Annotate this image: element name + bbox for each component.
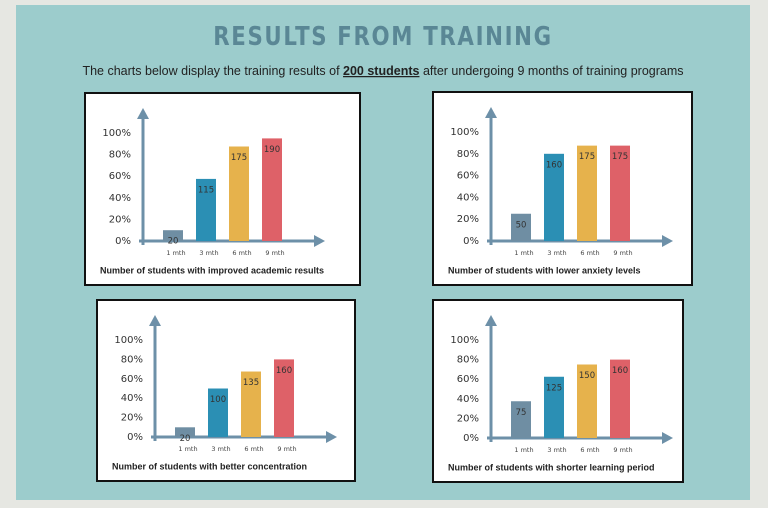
bar [577, 145, 597, 241]
value-label: 190 [264, 145, 280, 155]
value-label: 75 [516, 408, 527, 418]
chart-caption: Number of students with shorter learning… [448, 462, 655, 472]
bar [241, 371, 261, 437]
bar [610, 145, 630, 241]
y-tick-label: 100% [450, 127, 479, 138]
bar [175, 427, 195, 437]
y-tick-label: 100% [102, 128, 131, 139]
y-tick-label: 0% [127, 432, 143, 443]
y-tick-label: 20% [457, 214, 479, 225]
value-label: 160 [276, 366, 292, 376]
value-label: 160 [612, 366, 628, 376]
x-tick-label: 6 mth [580, 446, 599, 454]
value-label: 20 [180, 434, 191, 444]
y-tick-label: 0% [115, 236, 131, 247]
bar [196, 178, 216, 241]
y-axis-arrow [149, 315, 161, 326]
x-axis-arrow [326, 431, 337, 443]
value-label: 135 [243, 378, 259, 388]
value-label: 175 [612, 152, 628, 162]
subtitle-emphasis: 200 students [343, 64, 419, 78]
x-tick-label: 3 mth [199, 249, 218, 257]
y-tick-label: 60% [457, 374, 479, 385]
y-tick-label: 60% [121, 374, 143, 385]
bar [610, 359, 630, 438]
value-label: 175 [579, 152, 595, 162]
value-label: 150 [579, 371, 595, 381]
x-tick-label: 9 mth [277, 445, 296, 453]
y-tick-label: 40% [457, 192, 479, 203]
x-tick-label: 9 mth [613, 446, 632, 454]
y-axis-arrow [485, 107, 497, 118]
y-axis-arrow [485, 315, 497, 326]
bar [274, 359, 294, 437]
x-tick-label: 3 mth [211, 445, 230, 453]
chart-panel: 0% 20% 40% 60% 80% 100% 50 1 mth 160 3 mth 175 6 mt… [432, 91, 693, 286]
bar [511, 213, 531, 241]
x-tick-label: 6 mth [580, 249, 599, 257]
bar [544, 376, 564, 438]
poster-title: RESULTS FROM TRAINING [213, 21, 553, 52]
x-tick-label: 3 mth [547, 249, 566, 257]
y-tick-label: 20% [457, 413, 479, 424]
y-tick-label: 0% [463, 433, 479, 444]
chart-panel: 0% 20% 40% 60% 80% 100% 20 1 mth 115 3 mth 175 6 mt… [84, 92, 361, 286]
panel-box [84, 92, 361, 286]
x-tick-label: 6 mth [232, 249, 251, 257]
chart-panel: 0% 20% 40% 60% 80% 100% 201 mth 100 3 mth 135 6 mt… [96, 299, 356, 482]
value-label: 50 [516, 220, 527, 230]
chart-caption: Number of students with improved academi… [100, 265, 324, 275]
subtitle-text: after undergoing 9 months of training pr… [423, 64, 684, 78]
x-tick-label: 3 mth [547, 446, 566, 454]
chart-caption: Number of students with better concentra… [112, 461, 307, 471]
x-axis-arrow [314, 235, 325, 247]
y-tick-label: 60% [109, 171, 131, 182]
y-tick-label: 20% [121, 413, 143, 424]
x-tick-label: 9 mth [265, 249, 284, 257]
x-tick-label: 1 mth [178, 445, 197, 453]
x-tick-label: 1 mth [514, 249, 533, 257]
y-axis-arrow [137, 108, 149, 119]
value-label: 115 [198, 185, 214, 195]
bar [577, 364, 597, 438]
y-tick-label: 100% [114, 335, 143, 346]
x-axis-arrow [662, 432, 673, 444]
subtitle: The charts below display the training re… [82, 64, 683, 78]
y-tick-label: 0% [463, 236, 479, 247]
bar [511, 401, 531, 438]
value-label: 125 [546, 383, 562, 393]
value-label: 175 [231, 153, 247, 163]
y-tick-label: 40% [109, 193, 131, 204]
y-tick-label: 100% [450, 335, 479, 346]
chart-caption: Number of students with lower anxiety le… [448, 265, 641, 275]
bar [208, 388, 228, 437]
x-tick-label: 6 mth [244, 445, 263, 453]
chart-panel: 0% 20% 40% 60% 80% 100% 75 1 mth 125 3 mth 150 6 mt… [432, 299, 684, 483]
x-tick-label: 9 mth [613, 249, 632, 257]
y-tick-label: 80% [457, 149, 479, 160]
subtitle-text: The charts below display the training re… [82, 64, 340, 78]
value-label: 160 [546, 160, 562, 170]
x-tick-label: 1 mth [166, 249, 185, 257]
y-tick-label: 40% [457, 394, 479, 405]
bar [229, 146, 249, 241]
x-tick-label: 1 mth [514, 446, 533, 454]
value-label: 100 [210, 395, 226, 405]
bar [163, 230, 183, 241]
bar [262, 138, 282, 241]
bar [544, 153, 564, 241]
y-tick-label: 80% [457, 355, 479, 366]
y-tick-label: 60% [457, 171, 479, 182]
y-tick-label: 40% [121, 393, 143, 404]
value-label: 20 [168, 237, 179, 247]
y-tick-label: 80% [121, 354, 143, 365]
y-tick-label: 80% [109, 150, 131, 161]
x-axis-arrow [662, 235, 673, 247]
y-tick-label: 20% [109, 214, 131, 225]
